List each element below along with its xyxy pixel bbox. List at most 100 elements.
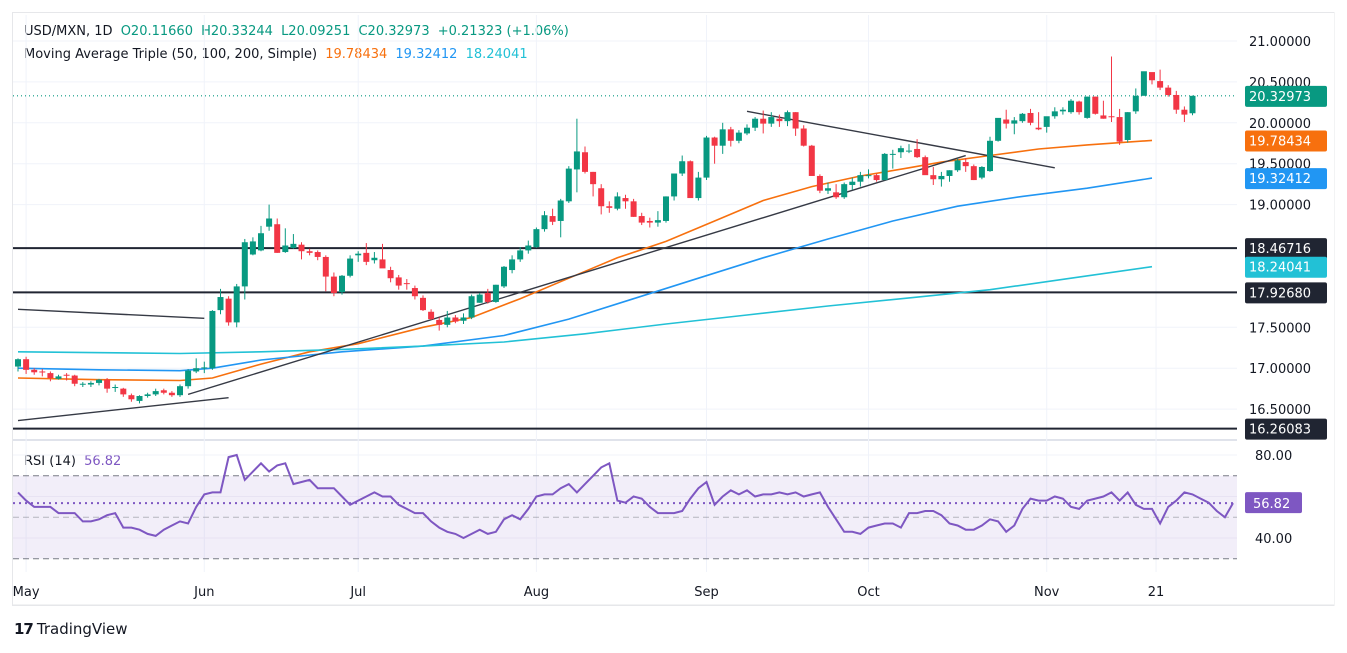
candle-body[interactable]: [938, 175, 945, 180]
candle-body[interactable]: [436, 319, 443, 325]
candle-body[interactable]: [1003, 119, 1010, 124]
candle-body[interactable]: [727, 129, 734, 141]
moving-average-line-sma100[interactable]: [17, 177, 1153, 372]
candle-body[interactable]: [606, 206, 613, 208]
candle-body[interactable]: [1051, 111, 1058, 117]
candle-body[interactable]: [233, 286, 240, 323]
price-tag-last-price[interactable]: [1245, 85, 1327, 107]
candle-body[interactable]: [347, 258, 354, 276]
candle-body[interactable]: [719, 129, 726, 146]
candle-body[interactable]: [160, 390, 167, 393]
candle-body[interactable]: [752, 118, 759, 128]
candle-body[interactable]: [71, 375, 78, 384]
candle-body[interactable]: [962, 162, 969, 167]
price-tag-ma100[interactable]: [1245, 168, 1327, 190]
candle-body[interactable]: [112, 387, 119, 389]
candle-body[interactable]: [209, 310, 216, 369]
price-tag-level-3[interactable]: [1245, 418, 1327, 440]
candle-body[interactable]: [217, 297, 224, 311]
candle-body[interactable]: [274, 224, 281, 253]
candle-body[interactable]: [322, 256, 329, 277]
candle-body[interactable]: [1100, 115, 1107, 119]
candle-body[interactable]: [1092, 96, 1099, 114]
candle-body[interactable]: [484, 292, 491, 302]
candle-body[interactable]: [104, 379, 111, 389]
candle-body[interactable]: [711, 137, 718, 146]
candle-body[interactable]: [258, 233, 264, 251]
candle-body[interactable]: [598, 188, 605, 207]
candle-body[interactable]: [533, 229, 540, 248]
candle-body[interactable]: [339, 275, 345, 293]
candle-body[interactable]: [1019, 113, 1026, 122]
candle-body[interactable]: [663, 196, 669, 221]
candle-body[interactable]: [306, 251, 313, 253]
candle-body[interactable]: [671, 173, 678, 197]
candle-body[interactable]: [590, 171, 597, 185]
candle-body[interactable]: [1165, 87, 1172, 95]
candle-body[interactable]: [541, 215, 548, 230]
ma-label[interactable]: Moving Average Triple (50, 100, 200, Sim…: [24, 47, 318, 62]
candle-body[interactable]: [873, 175, 880, 181]
candle-body[interactable]: [679, 161, 686, 174]
candle-body[interactable]: [946, 170, 953, 176]
candle-body[interactable]: [816, 175, 823, 191]
candle-body[interactable]: [573, 151, 580, 170]
candle-body[interactable]: [249, 241, 256, 255]
price-tag-ma50[interactable]: [1245, 130, 1327, 152]
candle-body[interactable]: [23, 359, 30, 370]
candle-body[interactable]: [744, 127, 750, 134]
candle-body[interactable]: [970, 166, 977, 181]
candle-body[interactable]: [379, 259, 386, 269]
candle-body[interactable]: [630, 201, 637, 217]
candle-body[interactable]: [460, 317, 467, 321]
candle-body[interactable]: [865, 175, 872, 177]
candle-body[interactable]: [420, 297, 426, 311]
candle-body[interactable]: [768, 117, 775, 124]
candle-body[interactable]: [468, 296, 475, 318]
candle-body[interactable]: [355, 253, 362, 256]
candle-body[interactable]: [687, 161, 694, 199]
candle-body[interactable]: [501, 266, 507, 287]
candle-body[interactable]: [444, 317, 451, 325]
candle-body[interactable]: [1035, 127, 1042, 130]
candle-body[interactable]: [1108, 116, 1115, 118]
candle-body[interactable]: [87, 382, 94, 385]
candle-body[interactable]: [646, 220, 653, 223]
candle-body[interactable]: [703, 137, 710, 178]
candle-body[interactable]: [857, 175, 864, 182]
candle-body[interactable]: [922, 157, 929, 176]
candle-body[interactable]: [1076, 101, 1083, 113]
candle-body[interactable]: [128, 395, 135, 400]
candle-body[interactable]: [266, 218, 273, 227]
candle-body[interactable]: [168, 392, 175, 396]
candle-body[interactable]: [565, 168, 572, 202]
rsi-value-tag[interactable]: [1245, 492, 1302, 514]
candle-body[interactable]: [201, 367, 208, 369]
tradingview-brand[interactable]: 17 TradingView: [14, 620, 128, 638]
candle-body[interactable]: [509, 259, 516, 271]
candle-body[interactable]: [136, 396, 143, 401]
candle-body[interactable]: [1043, 116, 1050, 127]
candle-body[interactable]: [1124, 112, 1131, 140]
candle-body[interactable]: [776, 118, 783, 122]
price-tag-level-1[interactable]: [1245, 238, 1327, 260]
candle-body[interactable]: [225, 298, 232, 323]
candle-body[interactable]: [525, 245, 532, 251]
candle-body[interactable]: [582, 152, 588, 172]
candle-body[interactable]: [638, 216, 645, 223]
candle-body[interactable]: [1132, 95, 1139, 112]
candle-body[interactable]: [735, 132, 742, 141]
candle-body[interactable]: [452, 317, 459, 322]
candle-body[interactable]: [15, 359, 21, 367]
candle-body[interactable]: [1173, 94, 1180, 110]
candle-body[interactable]: [363, 252, 370, 262]
candle-body[interactable]: [152, 391, 159, 395]
candle-body[interactable]: [1149, 72, 1155, 81]
candle-body[interactable]: [96, 379, 102, 383]
candle-body[interactable]: [914, 148, 921, 158]
candle-body[interactable]: [177, 386, 183, 396]
candle-body[interactable]: [792, 112, 799, 129]
candle-body[interactable]: [411, 288, 418, 297]
candle-body[interactable]: [930, 175, 937, 180]
candle-body[interactable]: [881, 153, 888, 181]
